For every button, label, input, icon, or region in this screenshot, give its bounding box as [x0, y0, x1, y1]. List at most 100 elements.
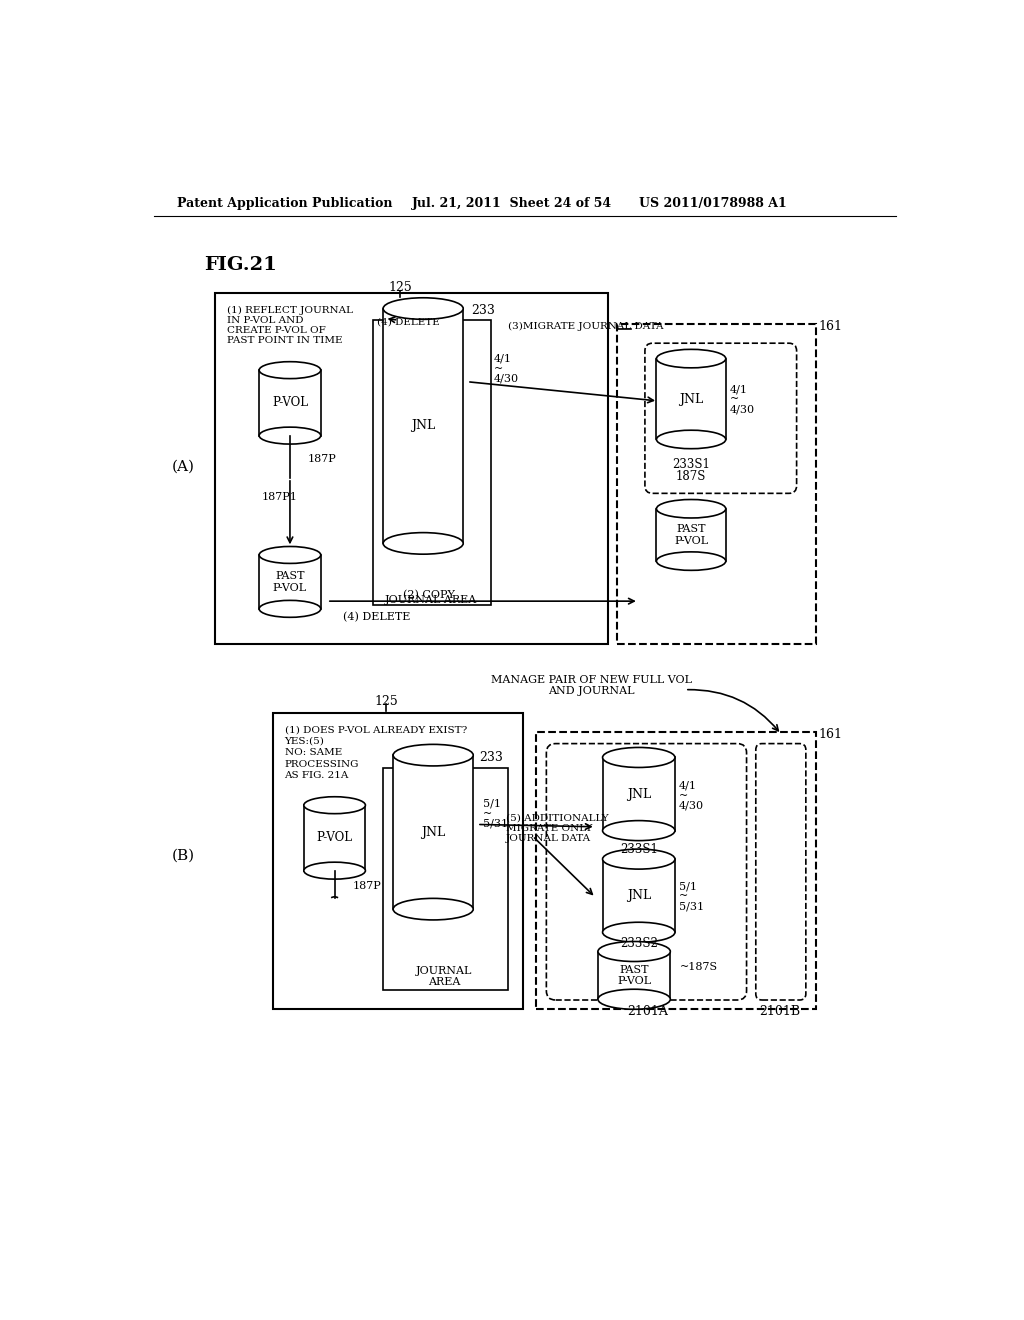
Bar	[617, 323, 816, 644]
Text: JNL: JNL	[627, 890, 651, 902]
Text: Patent Application Publication: Patent Application Publication	[177, 197, 392, 210]
Bar	[383, 768, 508, 990]
Ellipse shape	[393, 744, 473, 766]
Ellipse shape	[602, 849, 675, 869]
Ellipse shape	[656, 350, 726, 368]
Text: FIG.21: FIG.21	[204, 256, 276, 273]
Text: 4/30: 4/30	[494, 374, 519, 384]
Text: JNL: JNL	[411, 420, 435, 433]
Bar	[304, 805, 366, 871]
Text: P-VOL: P-VOL	[316, 832, 352, 845]
Text: 125: 125	[375, 694, 398, 708]
Ellipse shape	[259, 428, 321, 444]
FancyArrowPatch shape	[688, 689, 778, 731]
Ellipse shape	[383, 298, 463, 319]
Bar	[273, 713, 523, 1010]
Bar	[383, 309, 463, 544]
Text: US 2011/0178988 A1: US 2011/0178988 A1	[639, 197, 786, 210]
Text: 5/1: 5/1	[679, 880, 696, 891]
Ellipse shape	[259, 601, 321, 618]
Text: 4/1: 4/1	[494, 354, 512, 363]
Text: AND JOURNAL: AND JOURNAL	[548, 686, 634, 696]
Text: (1) DOES P-VOL ALREADY EXIST?: (1) DOES P-VOL ALREADY EXIST?	[285, 725, 467, 734]
Text: 5/1: 5/1	[483, 799, 501, 809]
Bar	[602, 758, 675, 830]
Text: 2101B: 2101B	[759, 1005, 800, 1018]
Text: (4) DELETE: (4) DELETE	[377, 318, 439, 327]
Text: ~: ~	[730, 395, 739, 404]
Text: Jul. 21, 2011  Sheet 24 of 54: Jul. 21, 2011 Sheet 24 of 54	[412, 197, 611, 210]
Bar	[373, 321, 490, 605]
Text: 2101A: 2101A	[628, 1005, 669, 1018]
Text: ~: ~	[679, 891, 688, 902]
Text: 4/1: 4/1	[679, 781, 696, 791]
Text: ~187S: ~187S	[680, 962, 719, 972]
Text: 4/30: 4/30	[730, 404, 755, 414]
Text: JNL: JNL	[627, 788, 651, 800]
FancyBboxPatch shape	[756, 743, 806, 1001]
Text: (B): (B)	[171, 849, 195, 862]
Text: 5/31: 5/31	[679, 902, 703, 911]
Text: PAST POINT IN TIME: PAST POINT IN TIME	[226, 335, 342, 345]
Ellipse shape	[259, 546, 321, 564]
Bar	[537, 733, 816, 1010]
Ellipse shape	[259, 362, 321, 379]
Text: (2) COPY: (2) COPY	[402, 590, 455, 601]
Text: ~: ~	[494, 363, 503, 374]
Bar	[393, 755, 473, 909]
Text: JNL: JNL	[679, 392, 703, 405]
Text: MIGRATE ONLY: MIGRATE ONLY	[506, 824, 592, 833]
Ellipse shape	[383, 533, 463, 554]
Bar	[259, 370, 321, 436]
Ellipse shape	[656, 430, 726, 449]
FancyBboxPatch shape	[645, 343, 797, 494]
Text: 4/30: 4/30	[679, 801, 703, 810]
Ellipse shape	[304, 797, 366, 813]
Ellipse shape	[656, 499, 726, 517]
Text: ~: ~	[679, 791, 688, 801]
Text: YES:(5): YES:(5)	[285, 737, 325, 746]
Text: 233S1: 233S1	[620, 842, 657, 855]
Ellipse shape	[598, 989, 671, 1010]
Text: PAST
P-VOL: PAST P-VOL	[674, 524, 709, 545]
Text: 187P: 187P	[352, 880, 381, 891]
Text: (1) REFLECT JOURNAL: (1) REFLECT JOURNAL	[226, 305, 353, 314]
Text: (4) DELETE: (4) DELETE	[343, 612, 411, 623]
Text: 161: 161	[818, 319, 842, 333]
Bar	[259, 554, 321, 609]
Bar	[215, 293, 608, 644]
Text: MANAGE PAIR OF NEW FULL VOL: MANAGE PAIR OF NEW FULL VOL	[490, 676, 691, 685]
Bar	[602, 859, 675, 932]
Text: (5) ADDITIONALLY: (5) ADDITIONALLY	[506, 814, 608, 822]
Ellipse shape	[602, 747, 675, 767]
Bar	[598, 952, 671, 999]
Text: 161: 161	[818, 727, 842, 741]
Text: NO: SAME: NO: SAME	[285, 748, 342, 758]
Text: JNL: JNL	[421, 825, 445, 838]
Text: 5/31: 5/31	[483, 818, 508, 829]
Text: 233S2: 233S2	[620, 936, 657, 949]
Text: 187S: 187S	[676, 470, 707, 483]
FancyBboxPatch shape	[547, 743, 746, 1001]
Text: PAST
P-VOL: PAST P-VOL	[272, 572, 307, 593]
Ellipse shape	[393, 899, 473, 920]
Ellipse shape	[656, 552, 726, 570]
Text: (3)MIGRATE JOURNAL DATA: (3)MIGRATE JOURNAL DATA	[508, 322, 664, 331]
Text: PROCESSING: PROCESSING	[285, 760, 359, 768]
Text: PAST
P-VOL: PAST P-VOL	[617, 965, 651, 986]
Ellipse shape	[602, 821, 675, 841]
Text: 187P: 187P	[307, 454, 337, 463]
Text: JOURNAL: JOURNAL	[416, 966, 472, 975]
Bar	[656, 508, 726, 561]
Text: AREA: AREA	[428, 977, 460, 987]
Text: 233S1: 233S1	[672, 458, 710, 471]
Text: 125: 125	[388, 281, 412, 294]
Bar	[656, 359, 726, 440]
Text: 4/1: 4/1	[730, 384, 748, 395]
Text: IN P-VOL AND: IN P-VOL AND	[226, 315, 303, 325]
Text: JOURNAL DATA: JOURNAL DATA	[506, 834, 591, 842]
Text: 187P1: 187P1	[261, 492, 297, 502]
Text: 233: 233	[479, 751, 503, 764]
Text: AS FIG. 21A: AS FIG. 21A	[285, 771, 349, 780]
Ellipse shape	[304, 862, 366, 879]
